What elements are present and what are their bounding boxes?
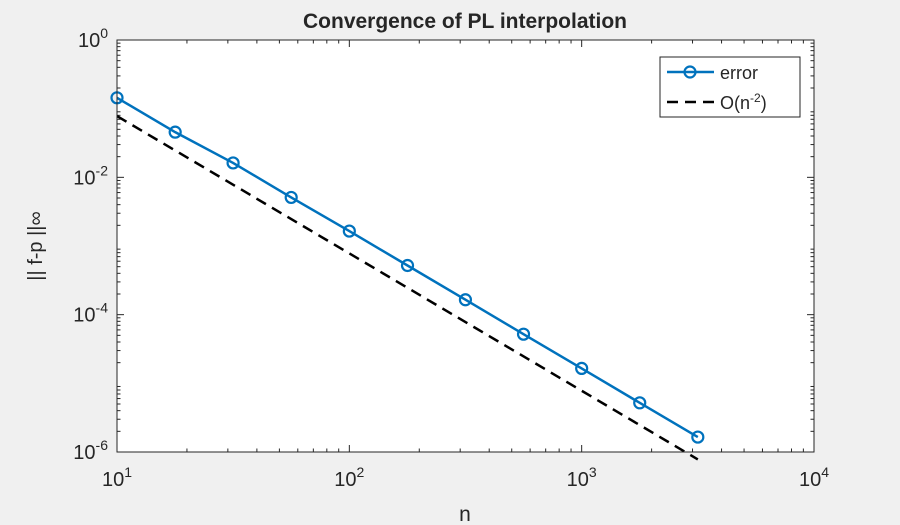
x-tick-label: 102	[334, 464, 364, 491]
y-tick-label: 100	[78, 25, 108, 52]
series-point	[633, 396, 647, 410]
chart-title: Convergence of PL interpolation	[303, 10, 627, 33]
x-tick-label: 104	[799, 464, 829, 491]
series-point	[342, 224, 356, 238]
series-point	[516, 327, 531, 341]
x-tick-label: 101	[102, 464, 132, 491]
series-point	[400, 258, 415, 273]
series-line-1	[116, 115, 699, 461]
y-tick-label: 10-2	[73, 162, 108, 189]
series-point	[284, 190, 298, 205]
y-tick-label: 10-4	[73, 300, 108, 327]
x-axis-label: n	[459, 503, 471, 525]
legend-marker-error	[683, 65, 697, 79]
legend-box	[659, 56, 801, 118]
series-line-0	[116, 96, 699, 439]
plot-frame	[116, 39, 815, 453]
legend-label-error: error	[720, 63, 758, 83]
series-layer	[110, 91, 705, 461]
ticks-layer: 101 102 103 104 100 10-2 10-4 10-6	[73, 25, 829, 491]
series-point	[691, 430, 705, 444]
series-point	[226, 156, 240, 170]
series-point	[168, 125, 182, 139]
legend-label-order: O(n-2)	[720, 91, 767, 113]
y-axis-label: || f-p ||∞	[25, 211, 47, 281]
x-tick-label: 103	[567, 464, 597, 491]
series-point	[575, 361, 589, 375]
y-tick-label: 10-6	[73, 437, 108, 464]
series-point	[458, 293, 473, 307]
legend: error O(n-2)	[659, 56, 801, 118]
